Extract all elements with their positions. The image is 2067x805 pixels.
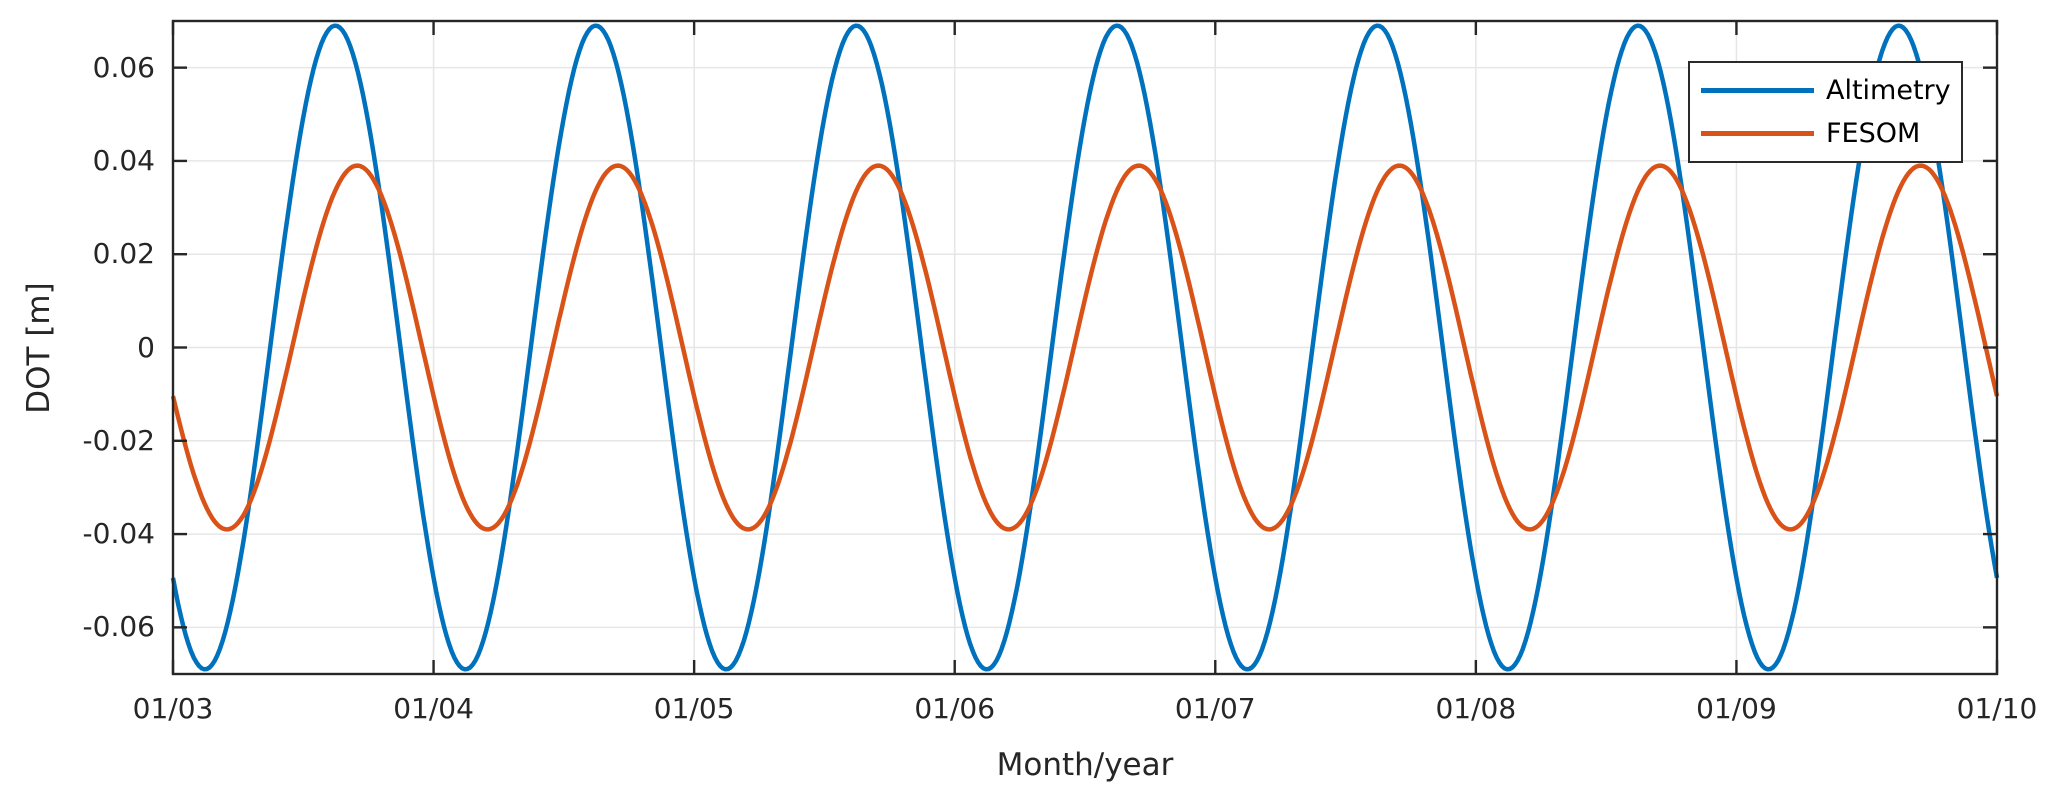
series-line-fesom — [170, 163, 2000, 532]
x-tick-label: 01/08 — [1435, 692, 1517, 725]
x-tick-label: 01/10 — [1956, 692, 2038, 725]
x-tick-label: 01/06 — [914, 692, 996, 725]
legend: Altimetry FESOM — [1688, 61, 1963, 163]
y-tick-label: -0.06 — [82, 610, 155, 644]
y-tick-label: 0.06 — [92, 50, 155, 84]
legend-item-fesom: FESOM — [1690, 118, 1961, 149]
x-tick-label: 01/07 — [1174, 692, 1256, 725]
legend-label-altimetry: Altimetry — [1826, 75, 1951, 106]
y-tick-label: 0 — [137, 330, 155, 364]
y-tick-label: 0.04 — [92, 143, 155, 177]
series-line-altimetry — [170, 23, 2000, 672]
x-tick-label: 01/05 — [653, 692, 735, 725]
legend-label-fesom: FESOM — [1826, 118, 1921, 149]
y-tick-label: -0.04 — [82, 517, 155, 551]
x-tick-label: 01/09 — [1696, 692, 1777, 725]
axes-box — [171, 19, 1999, 676]
x-axis-title: Month/year — [996, 747, 1174, 783]
legend-item-altimetry: Altimetry — [1690, 75, 1961, 106]
y-tick-label: 0.02 — [92, 237, 155, 271]
fesom-line-sample-icon — [1701, 131, 1814, 136]
y-axis-title: DOT [m] — [21, 282, 57, 414]
altimetry-line-sample-icon — [1701, 88, 1814, 93]
y-tick-label: -0.02 — [82, 423, 155, 457]
x-tick-label: 01/04 — [393, 692, 474, 725]
x-tick-label: 01/03 — [132, 692, 214, 725]
